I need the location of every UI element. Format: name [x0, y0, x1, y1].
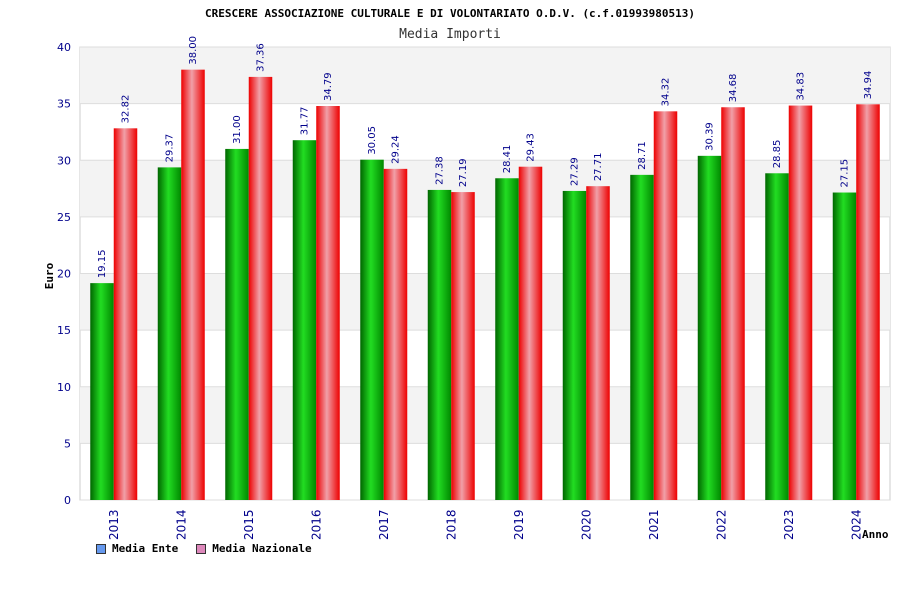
bar-media-ente	[292, 140, 317, 500]
legend-label-media-ente: Media Ente	[112, 542, 179, 555]
chart-subtitle: Media Importi	[399, 27, 501, 42]
x-tick-label: 2020	[579, 509, 593, 540]
y-tick-label: 40	[57, 41, 71, 54]
y-tick-label: 10	[57, 381, 71, 394]
bar-media-nazionale	[248, 76, 273, 500]
data-label: 31.77	[300, 107, 311, 136]
data-label: 37.36	[256, 43, 267, 72]
bar-media-ente	[225, 148, 249, 501]
legend: Media Ente Media Nazionale	[96, 542, 312, 555]
data-label: 29.24	[391, 135, 402, 164]
legend-item-media-ente: Media Ente	[96, 542, 178, 555]
data-label: 32.82	[121, 95, 132, 124]
gridlines	[80, 46, 890, 501]
x-tick-label: 2013	[107, 509, 121, 540]
y-tick-label: 35	[57, 98, 71, 111]
data-label: 28.41	[502, 145, 513, 174]
x-tick-label: 2016	[309, 509, 323, 540]
legend-swatch-media-nazionale	[196, 543, 207, 554]
bar-media-ente	[495, 178, 519, 500]
plot-band	[80, 47, 890, 104]
x-tick-label: 2021	[647, 509, 661, 540]
bar-media-nazionale	[383, 168, 408, 500]
data-label: 27.19	[458, 158, 469, 187]
bar-media-nazionale	[856, 104, 880, 500]
data-label: 31.00	[232, 115, 243, 144]
y-tick-label: 30	[57, 154, 71, 167]
y-tick-label: 25	[57, 211, 71, 224]
x-tick-label: 2023	[782, 509, 796, 540]
bar-media-nazionale	[316, 106, 340, 501]
x-tick-label: 2015	[242, 509, 256, 540]
x-tick-label: 2017	[377, 509, 391, 540]
data-label: 19.15	[97, 249, 108, 278]
data-label: 30.39	[705, 122, 716, 151]
y-tick-label: 15	[57, 324, 71, 337]
data-labels: 19.15 32.82 29.37 38.00 31.00 37.36 31.77 34.79…	[97, 36, 874, 278]
x-tick-label: 2018	[444, 509, 458, 540]
x-tick-label: 2019	[512, 509, 526, 540]
plot-band	[80, 386, 890, 444]
x-tick-label: 2024	[849, 509, 863, 540]
bar-media-nazionale	[113, 128, 138, 500]
x-axis-label: Anno	[862, 528, 889, 541]
y-axis-ticks: 0 5 10 15 20 25 30 35 40	[57, 41, 71, 507]
data-label: 27.38	[435, 156, 446, 185]
data-label: 34.79	[323, 72, 334, 101]
bar-media-nazionale	[653, 111, 678, 501]
data-label: 27.29	[570, 157, 581, 186]
bars	[90, 69, 880, 501]
data-label: 34.32	[661, 78, 672, 107]
bar-media-nazionale	[451, 192, 475, 501]
y-tick-label: 20	[57, 268, 71, 281]
bar-media-ente	[360, 159, 384, 500]
x-tick-label: 2014	[174, 509, 188, 540]
data-label: 29.43	[526, 133, 537, 162]
bar-media-nazionale	[721, 107, 745, 501]
bar-media-ente	[765, 173, 789, 500]
data-label: 34.68	[728, 74, 739, 103]
data-label: 28.85	[772, 140, 783, 169]
data-label: 38.00	[188, 36, 199, 65]
bar-media-nazionale	[518, 166, 543, 500]
chart-title: CRESCERE ASSOCIAZIONE CULTURALE E DI VOL…	[205, 7, 695, 20]
data-label: 27.71	[593, 153, 604, 182]
bar-media-ente	[832, 192, 857, 500]
bar-media-nazionale	[788, 105, 813, 501]
data-label: 34.83	[796, 72, 807, 101]
bar-media-ente	[697, 155, 722, 500]
x-tick-label: 2022	[714, 509, 728, 540]
data-label: 27.15	[840, 159, 851, 188]
y-tick-label: 0	[64, 494, 71, 507]
bar-media-nazionale	[181, 69, 205, 501]
y-axis-label: Euro	[43, 262, 56, 289]
legend-label-media-nazionale: Media Nazionale	[212, 542, 312, 555]
legend-item-media-nazionale: Media Nazionale	[196, 542, 312, 555]
bar-media-ente	[427, 189, 452, 500]
plot-band	[80, 273, 890, 331]
bar-media-nazionale	[586, 186, 610, 500]
bar-media-ente	[90, 283, 114, 500]
data-label: 30.05	[367, 126, 378, 155]
legend-swatch-media-ente	[96, 543, 106, 554]
y-tick-label: 5	[64, 437, 71, 450]
data-label: 29.37	[165, 134, 176, 163]
data-label: 28.71	[637, 141, 648, 170]
bar-media-ente	[157, 167, 182, 500]
bar-media-ente	[562, 190, 587, 501]
x-axis-ticks: 2013 2014 2015 2016 2017 2018 2019 2020 2021 2022…	[107, 509, 864, 540]
bar-media-ente	[630, 174, 654, 500]
data-label: 34.94	[863, 71, 874, 100]
plot-band	[80, 160, 890, 217]
